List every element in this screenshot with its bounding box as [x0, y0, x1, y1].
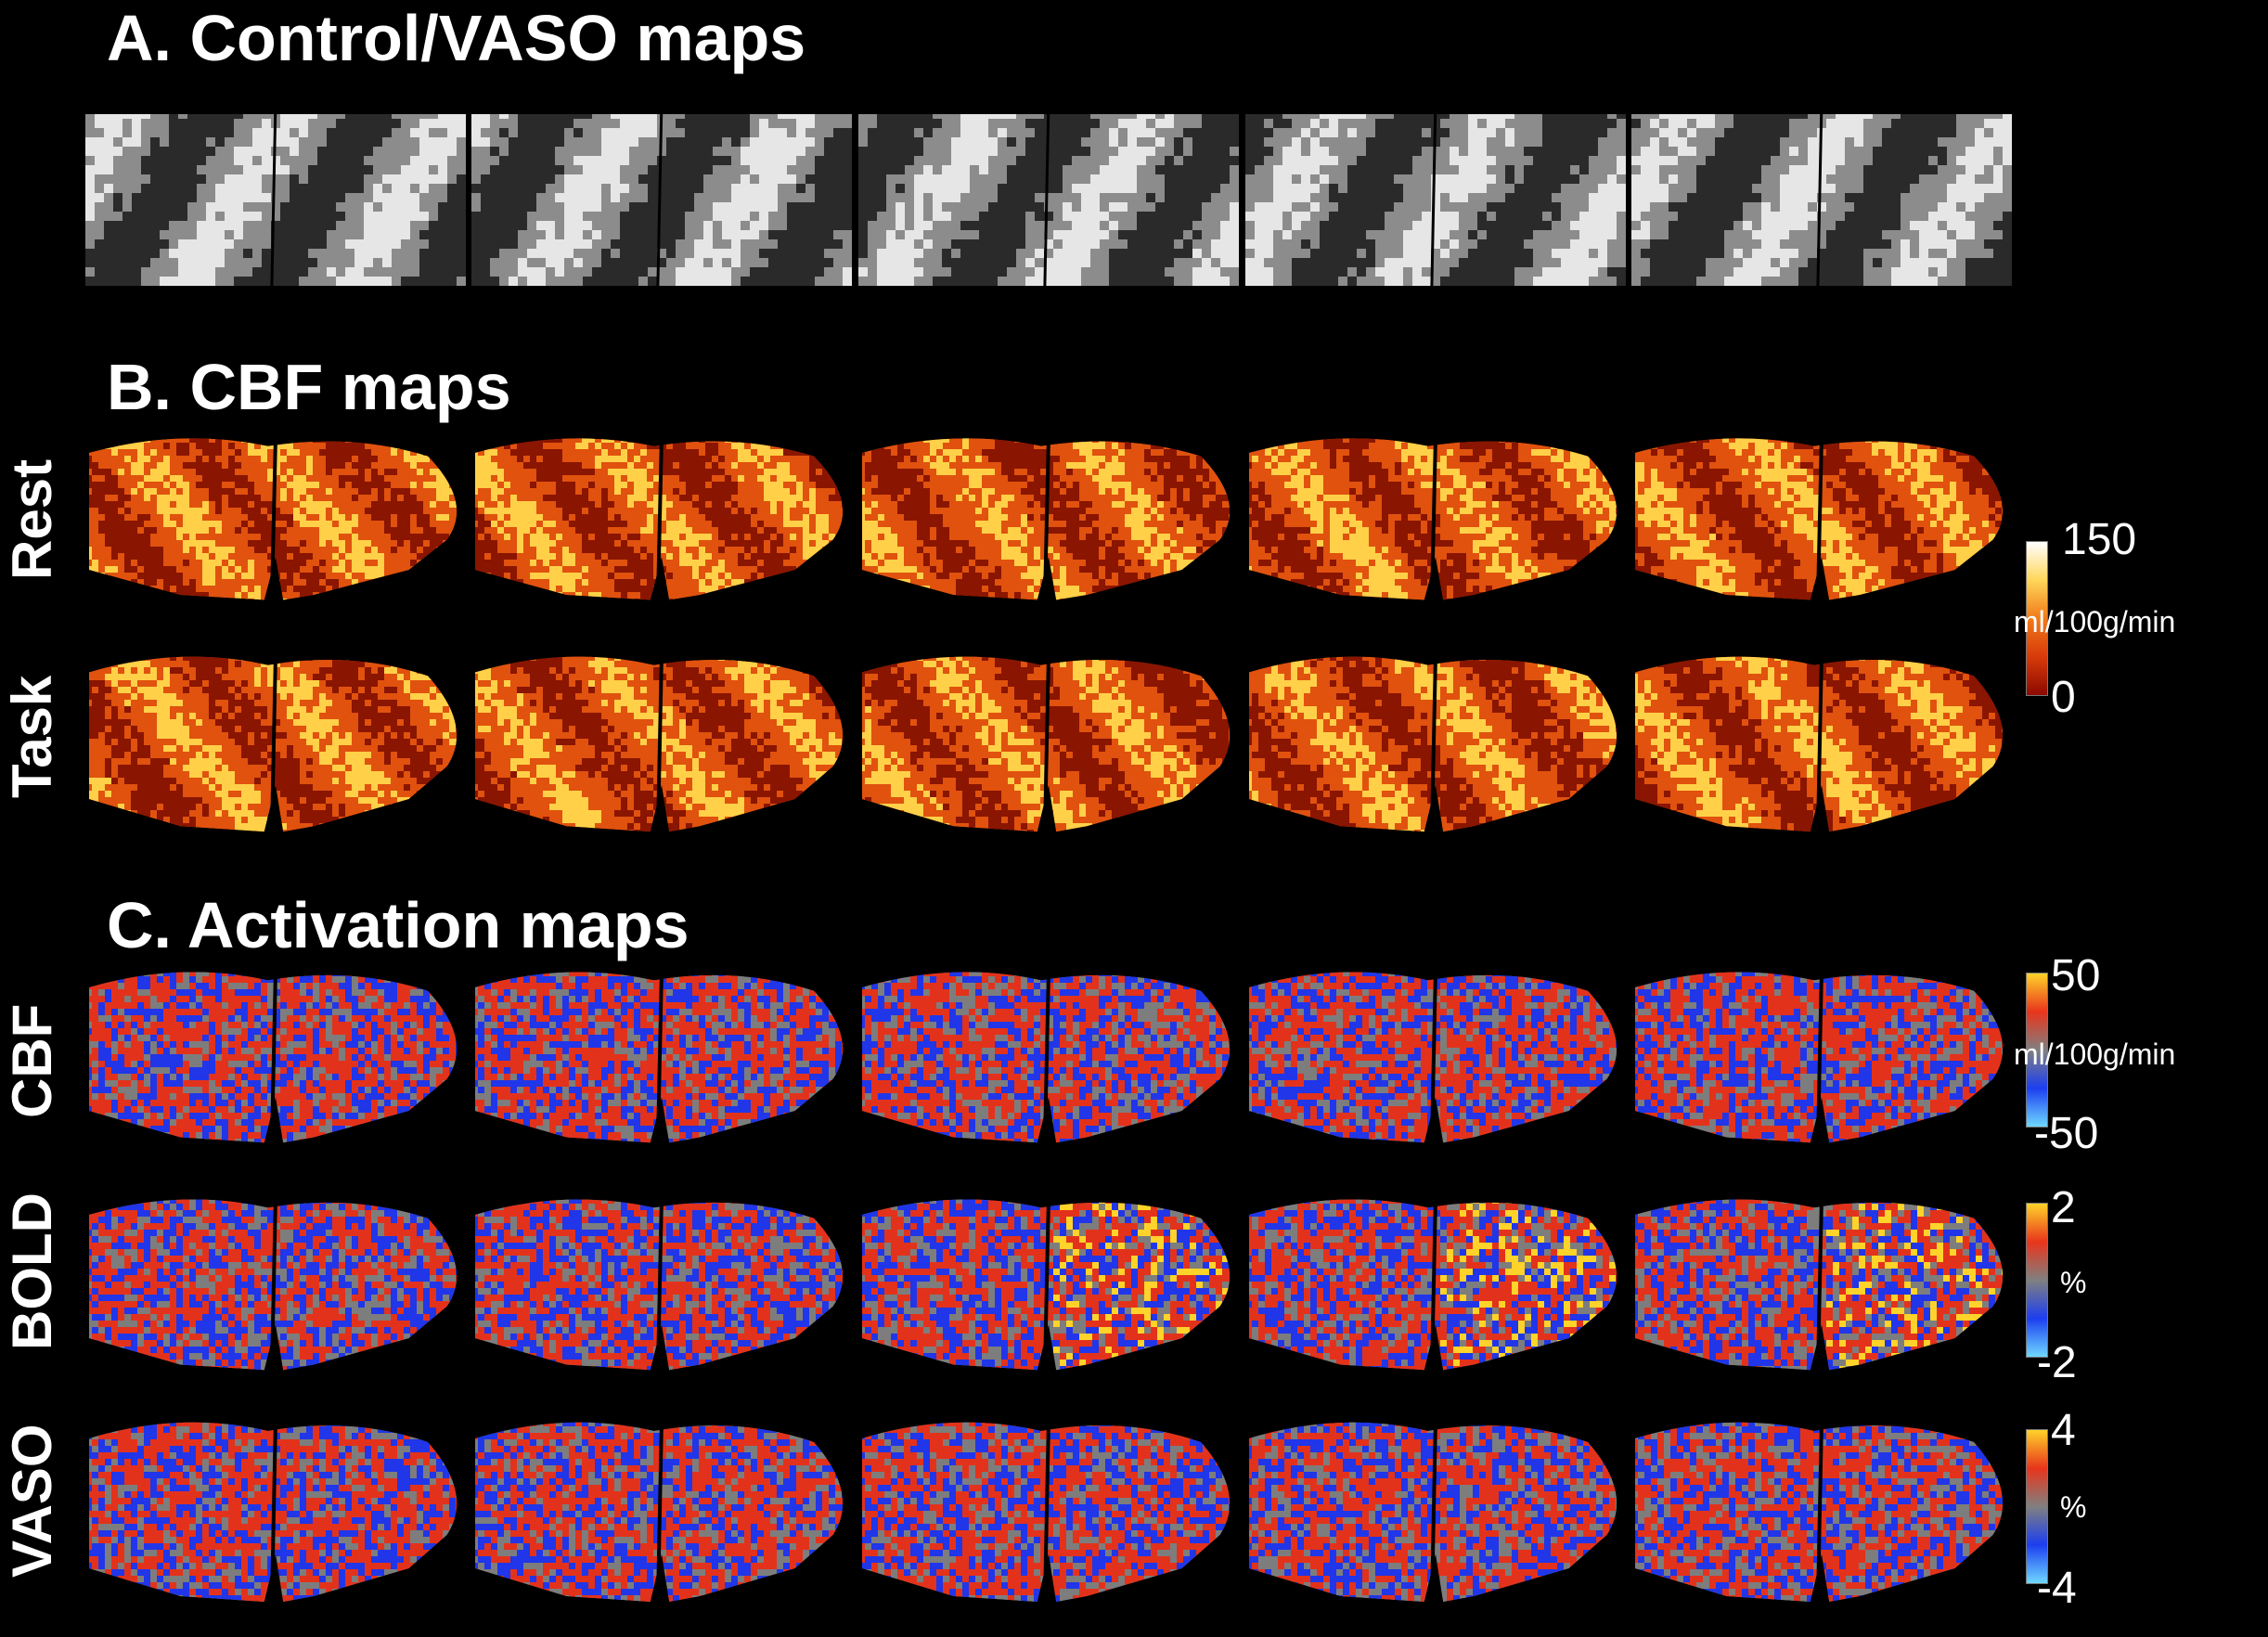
brain-map-task-slice-4: [1245, 654, 1626, 835]
brain-map-task-slice-5: [1631, 654, 2012, 835]
section-c-title: C. Activation maps: [107, 893, 689, 958]
colorbar-cbf-map: [2026, 541, 2048, 696]
brain-map-control-slice-4: [1245, 100, 1626, 286]
colorbar-cbf-map-unit: ml/100g/min: [2014, 607, 2175, 637]
brain-map-bold_act-slice-2: [471, 1197, 852, 1373]
colorbar-vaso-activation-min: -4: [2037, 1566, 2077, 1611]
brain-map-cbf_act-slice-2: [471, 970, 852, 1146]
brain-map-rest-slice-1: [85, 436, 466, 603]
brain-map-task-slice-2: [471, 654, 852, 835]
brain-map-cbf_act-slice-1: [85, 970, 466, 1146]
brain-map-rest-slice-3: [858, 436, 1239, 603]
brain-map-rest-slice-2: [471, 436, 852, 603]
brain-map-bold_act-slice-5: [1631, 1197, 2012, 1373]
row-label-vaso: VASO: [1, 1424, 63, 1578]
row-label-rest: Rest: [1, 459, 63, 580]
brain-map-control-slice-5: [1631, 100, 2012, 286]
row-label-bold: BOLD: [1, 1192, 63, 1350]
brain-map-cbf_act-slice-5: [1631, 970, 2012, 1146]
colorbar-bold-activation: [2026, 1203, 2048, 1358]
section-b-title: B. CBF maps: [107, 354, 511, 419]
colorbar-vaso-activation: [2026, 1429, 2048, 1584]
colorbar-cbf-activation-max: 50: [2051, 954, 2100, 999]
brain-map-bold_act-slice-3: [858, 1197, 1239, 1373]
brain-map-cbf_act-slice-4: [1245, 970, 1626, 1146]
brain-map-vaso_act-slice-4: [1245, 1420, 1626, 1605]
brain-map-vaso_act-slice-2: [471, 1420, 852, 1605]
colorbar-cbf-activation-min: -50: [2034, 1112, 2098, 1156]
brain-map-task-slice-1: [85, 654, 466, 835]
brain-map-vaso_act-slice-1: [85, 1420, 466, 1605]
brain-map-control-slice-2: [471, 100, 852, 286]
colorbar-bold-activation-max: 2: [2051, 1186, 2076, 1231]
colorbar-cbf-map-max: 150: [2062, 518, 2136, 562]
section-a-title: A. Control/VASO maps: [107, 6, 805, 71]
brain-map-control-slice-1: [85, 100, 466, 286]
brain-map-rest-slice-4: [1245, 436, 1626, 603]
brain-map-task-slice-3: [858, 654, 1239, 835]
brain-map-bold_act-slice-1: [85, 1197, 466, 1373]
brain-map-bold_act-slice-4: [1245, 1197, 1626, 1373]
brain-map-vaso_act-slice-3: [858, 1420, 1239, 1605]
brain-map-cbf_act-slice-3: [858, 970, 1239, 1146]
brain-map-control-slice-3: [858, 100, 1239, 286]
colorbar-cbf-activation-unit: ml/100g/min: [2014, 1039, 2175, 1069]
colorbar-bold-activation-unit: %: [2060, 1268, 2086, 1297]
brain-map-rest-slice-5: [1631, 436, 2012, 603]
row-label-task: Task: [1, 676, 63, 798]
row-label-cbf: CBF: [1, 1004, 63, 1118]
brain-map-vaso_act-slice-5: [1631, 1420, 2012, 1605]
colorbar-vaso-activation-unit: %: [2060, 1492, 2086, 1522]
colorbar-cbf-map-min: 0: [2051, 676, 2076, 720]
colorbar-cbf-activation: [2026, 973, 2048, 1128]
colorbar-vaso-activation-max: 4: [2051, 1409, 2076, 1453]
colorbar-bold-activation-min: -2: [2037, 1341, 2077, 1386]
